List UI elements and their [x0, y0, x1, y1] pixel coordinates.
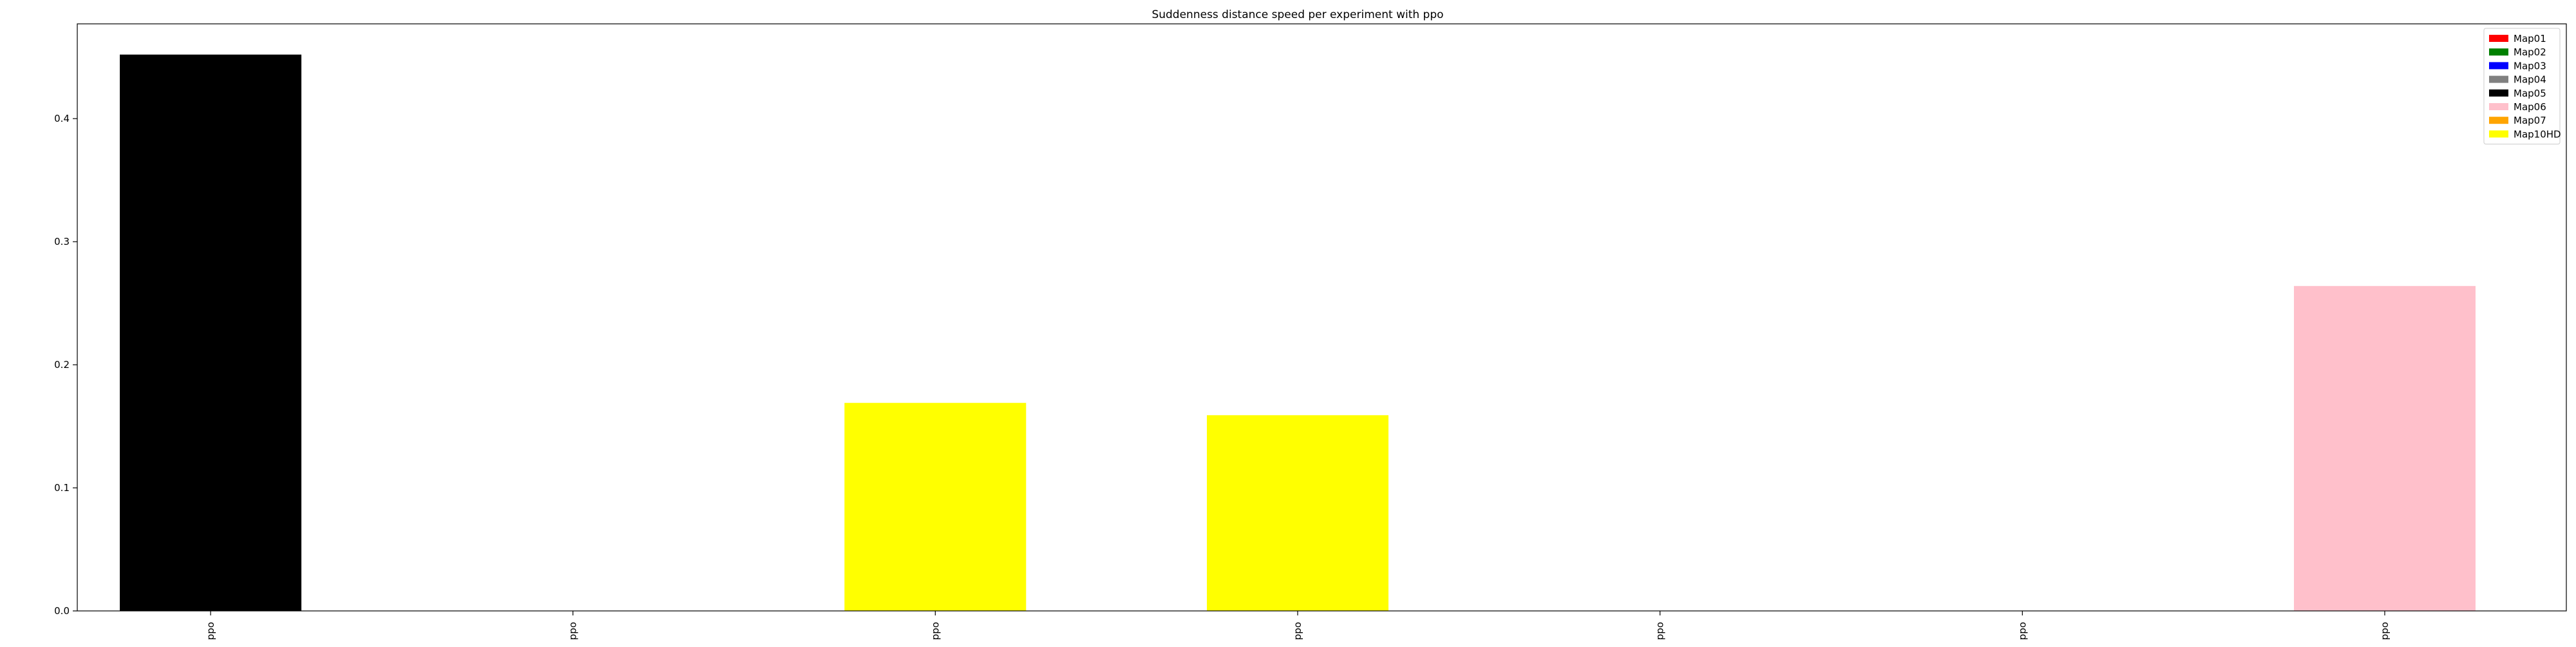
x-tick-label: ppo [2016, 622, 2028, 640]
bar-2 [844, 403, 1027, 611]
bar-0 [120, 54, 301, 611]
y-tick-label: 0.3 [54, 236, 70, 247]
legend-swatch [2489, 48, 2508, 56]
x-tick-label: ppo [2379, 622, 2391, 640]
x-axis: ppo ppo ppo ppo ppo ppo ppo [205, 611, 2391, 640]
legend-box [2483, 28, 2561, 145]
legend: Map01 Map02 Map03 Map04 Map05 Map06 Map07 Map10… [2483, 28, 2561, 145]
legend-label: Map07 [2514, 115, 2546, 126]
bar-3 [1207, 415, 1388, 611]
plot-frame [77, 23, 2567, 612]
x-tick-label: ppo [567, 622, 579, 640]
y-tick-label: 0.2 [54, 359, 70, 371]
y-axis: 0.0 0.1 0.2 0.3 0.4 [54, 113, 77, 617]
legend-label: Map03 [2514, 60, 2546, 72]
x-tick-label: ppo [1292, 622, 1303, 640]
legend-swatch [2489, 103, 2508, 110]
y-tick-label: 0.4 [54, 113, 70, 124]
x-tick-label: ppo [929, 622, 941, 640]
legend-label: Map04 [2514, 74, 2546, 86]
x-tick-label: ppo [205, 622, 216, 640]
legend-swatch [2489, 89, 2508, 97]
legend-label: Map10HD [2514, 128, 2561, 140]
legend-swatch [2489, 117, 2508, 124]
y-tick-label: 0.1 [54, 482, 70, 494]
legend-label: Map02 [2514, 46, 2546, 58]
chart-title: Suddenness distance speed per experiment… [1151, 8, 1443, 21]
x-tick-label: ppo [1654, 622, 1666, 640]
legend-swatch [2489, 62, 2508, 70]
legend-label: Map06 [2514, 101, 2546, 113]
bars-layer [120, 54, 2476, 611]
legend-swatch [2489, 75, 2508, 83]
y-tick-label: 0.0 [54, 605, 70, 617]
bar-6 [2294, 285, 2476, 611]
legend-label: Map01 [2514, 33, 2546, 44]
legend-label: Map05 [2514, 88, 2546, 99]
legend-swatch [2489, 35, 2508, 42]
legend-swatch [2489, 130, 2508, 138]
